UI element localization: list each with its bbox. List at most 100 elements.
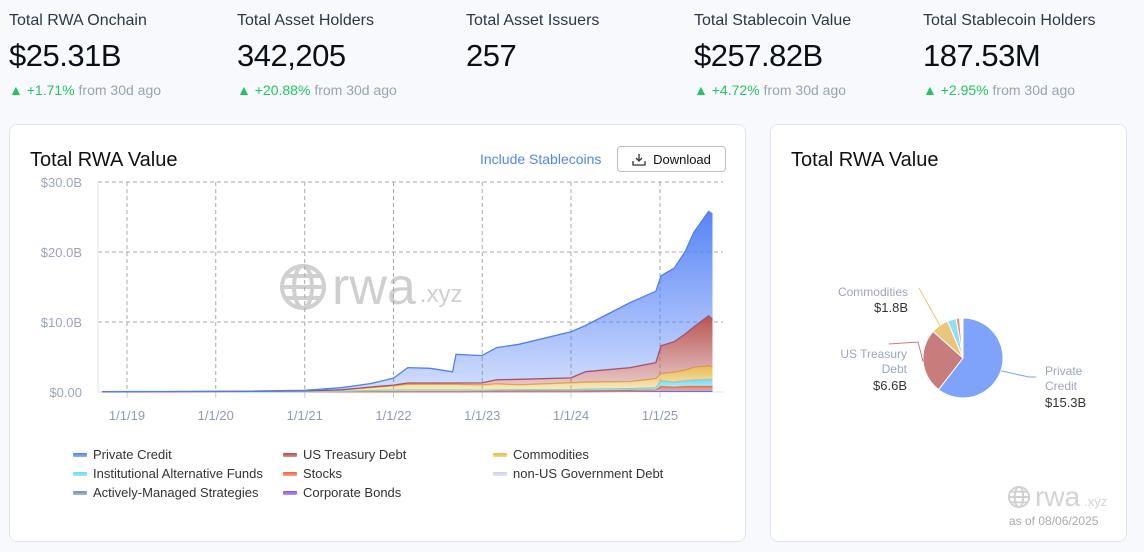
download-label: Download bbox=[653, 151, 711, 167]
stat-total-stablecoin-holders: Total Stablecoin Holders 187.53M ▲ +2.95… bbox=[923, 12, 1096, 98]
stat-value: 257 bbox=[466, 38, 517, 73]
legend-label: Institutional Alternative Funds bbox=[93, 466, 263, 481]
stat-change: ▲ +4.72% from 30d ago bbox=[694, 82, 851, 98]
chart-legend: Private Credit US Treasury Debt Commoditie… bbox=[73, 447, 713, 500]
legend-swatch-icon bbox=[73, 471, 87, 476]
legend-item[interactable]: non-US Government Debt bbox=[493, 466, 713, 481]
stat-value: 342,205 bbox=[237, 38, 346, 73]
y-tick-label: $0.00 bbox=[49, 385, 82, 400]
download-button[interactable]: Download bbox=[617, 146, 726, 172]
slice-label: Debt bbox=[882, 362, 908, 376]
stat-total-asset-holders: Total Asset Holders 342,205 ▲ +20.88% fr… bbox=[237, 12, 397, 98]
legend-swatch-icon bbox=[73, 452, 87, 457]
stat-label: Total Asset Issuers bbox=[466, 12, 600, 29]
legend-item[interactable]: US Treasury Debt bbox=[283, 447, 493, 462]
legend-item[interactable]: Corporate Bonds bbox=[283, 485, 493, 500]
change-suffix: from 30d ago bbox=[78, 82, 162, 98]
x-tick-label: 1/1/22 bbox=[375, 408, 411, 423]
download-tray-icon bbox=[632, 153, 646, 166]
legend-label: Actively-Managed Strategies bbox=[93, 485, 259, 500]
legend-label: Commodities bbox=[513, 447, 589, 462]
legend-label: Corporate Bonds bbox=[303, 485, 402, 500]
series-line bbox=[101, 210, 713, 393]
watermark-ext: .xyz bbox=[1084, 493, 1108, 509]
legend-item[interactable]: Stocks bbox=[283, 466, 493, 481]
label-leader-line bbox=[1000, 370, 1036, 378]
pie-slice-corporate-bonds[interactable] bbox=[961, 317, 964, 359]
stat-label: Total Asset Holders bbox=[237, 12, 374, 29]
up-arrow-icon: ▲ bbox=[923, 82, 937, 98]
legend-item[interactable]: Private Credit bbox=[73, 447, 283, 462]
slice-label: Commodities bbox=[838, 285, 908, 299]
stat-total-stablecoin-value: Total Stablecoin Value $257.82B ▲ +4.72%… bbox=[694, 12, 851, 98]
pie-slice-us-treasury-debt[interactable] bbox=[922, 330, 964, 391]
card-title: Total RWA Value bbox=[791, 149, 939, 171]
slice-label: Credit bbox=[1045, 379, 1078, 393]
legend-swatch-icon bbox=[493, 471, 507, 476]
change-percent: +1.71% bbox=[26, 82, 75, 98]
legend-swatch-icon bbox=[493, 452, 507, 457]
up-arrow-icon: ▲ bbox=[237, 82, 251, 98]
slice-value: $1.8B bbox=[874, 300, 908, 315]
series-line bbox=[101, 314, 713, 393]
watermark-text: rwa bbox=[1035, 481, 1081, 512]
x-tick-label: 1/1/21 bbox=[287, 408, 323, 423]
stat-label: Total Stablecoin Value bbox=[694, 12, 852, 29]
change-percent: +4.72% bbox=[711, 82, 760, 98]
y-tick-label: $20.0B bbox=[41, 245, 82, 260]
area-chart: $0.00 $10.0B $20.0B $30.0B 1/1/19 1/1/20 1/1/2… bbox=[41, 175, 723, 423]
slice-label: US Treasury bbox=[840, 347, 907, 361]
legend-swatch-icon bbox=[73, 490, 87, 495]
stat-value: 187.53M bbox=[923, 38, 1041, 73]
slice-value: $15.3B bbox=[1045, 395, 1086, 410]
legend-label: US Treasury Debt bbox=[303, 447, 407, 462]
legend-swatch-icon bbox=[283, 452, 297, 457]
stat-total-asset-issuers: Total Asset Issuers 257 bbox=[466, 12, 599, 74]
change-suffix: from 30d ago bbox=[992, 82, 1076, 98]
series-line bbox=[102, 378, 713, 393]
x-tick-label: 1/1/24 bbox=[553, 408, 589, 423]
pie-chart-card: Total RWA Value Private Credit $15.3B US Tr… bbox=[770, 124, 1127, 542]
pie-slice-private-credit[interactable] bbox=[937, 317, 1004, 399]
area-commodities[interactable] bbox=[102, 366, 713, 392]
legend-swatch-icon bbox=[283, 490, 297, 495]
legend-item[interactable]: Commodities bbox=[493, 447, 713, 462]
globe-icon bbox=[1007, 485, 1031, 509]
stat-label: Total RWA Onchain bbox=[9, 12, 147, 29]
x-tick-label: 1/1/25 bbox=[642, 408, 678, 423]
label-leader-line bbox=[888, 341, 924, 362]
stat-change: ▲ +20.88% from 30d ago bbox=[237, 82, 397, 98]
label-leader-line bbox=[918, 287, 941, 326]
include-stablecoins-link[interactable]: Include Stablecoins bbox=[480, 151, 602, 167]
stat-change: ▲ +2.95% from 30d ago bbox=[923, 82, 1096, 98]
change-suffix: from 30d ago bbox=[763, 82, 847, 98]
y-tick-label: $30.0B bbox=[41, 175, 82, 190]
rwa-watermark-logo: rwa .xyz bbox=[278, 257, 462, 317]
legend-label: non-US Government Debt bbox=[513, 466, 664, 481]
globe-icon bbox=[280, 264, 326, 310]
stat-total-rwa-onchain: Total RWA Onchain $25.31B ▲ +1.71% from … bbox=[9, 12, 161, 98]
change-percent: +20.88% bbox=[254, 82, 311, 98]
area-chart-card: Total RWA Value Include Stablecoins Down… bbox=[9, 124, 746, 542]
stat-change: ▲ +1.71% from 30d ago bbox=[9, 82, 161, 98]
change-suffix: from 30d ago bbox=[314, 82, 397, 98]
card-title: Total RWA Value bbox=[30, 149, 178, 171]
rwa-watermark-logo-small: rwa .xyz bbox=[1007, 481, 1107, 513]
change-percent: +2.95% bbox=[940, 82, 989, 98]
stat-label: Total Stablecoin Holders bbox=[923, 12, 1096, 29]
legend-item[interactable]: Institutional Alternative Funds bbox=[73, 466, 283, 481]
x-tick-label: 1/1/23 bbox=[464, 408, 500, 423]
x-tick-label: 1/1/20 bbox=[198, 408, 234, 423]
stat-value: $257.82B bbox=[694, 38, 823, 73]
legend-label: Stocks bbox=[303, 466, 343, 481]
legend-item[interactable]: Actively-Managed Strategies bbox=[73, 485, 283, 500]
x-tick-label: 1/1/19 bbox=[109, 408, 145, 423]
up-arrow-icon: ▲ bbox=[694, 82, 708, 98]
stat-value: $25.31B bbox=[9, 38, 122, 73]
legend-swatch-icon bbox=[283, 471, 297, 476]
as-of-date: as of 08/06/2025 bbox=[1009, 514, 1099, 528]
legend-label: Private Credit bbox=[93, 447, 172, 462]
area-private-credit[interactable] bbox=[102, 211, 713, 392]
slice-label: Private bbox=[1045, 364, 1083, 378]
